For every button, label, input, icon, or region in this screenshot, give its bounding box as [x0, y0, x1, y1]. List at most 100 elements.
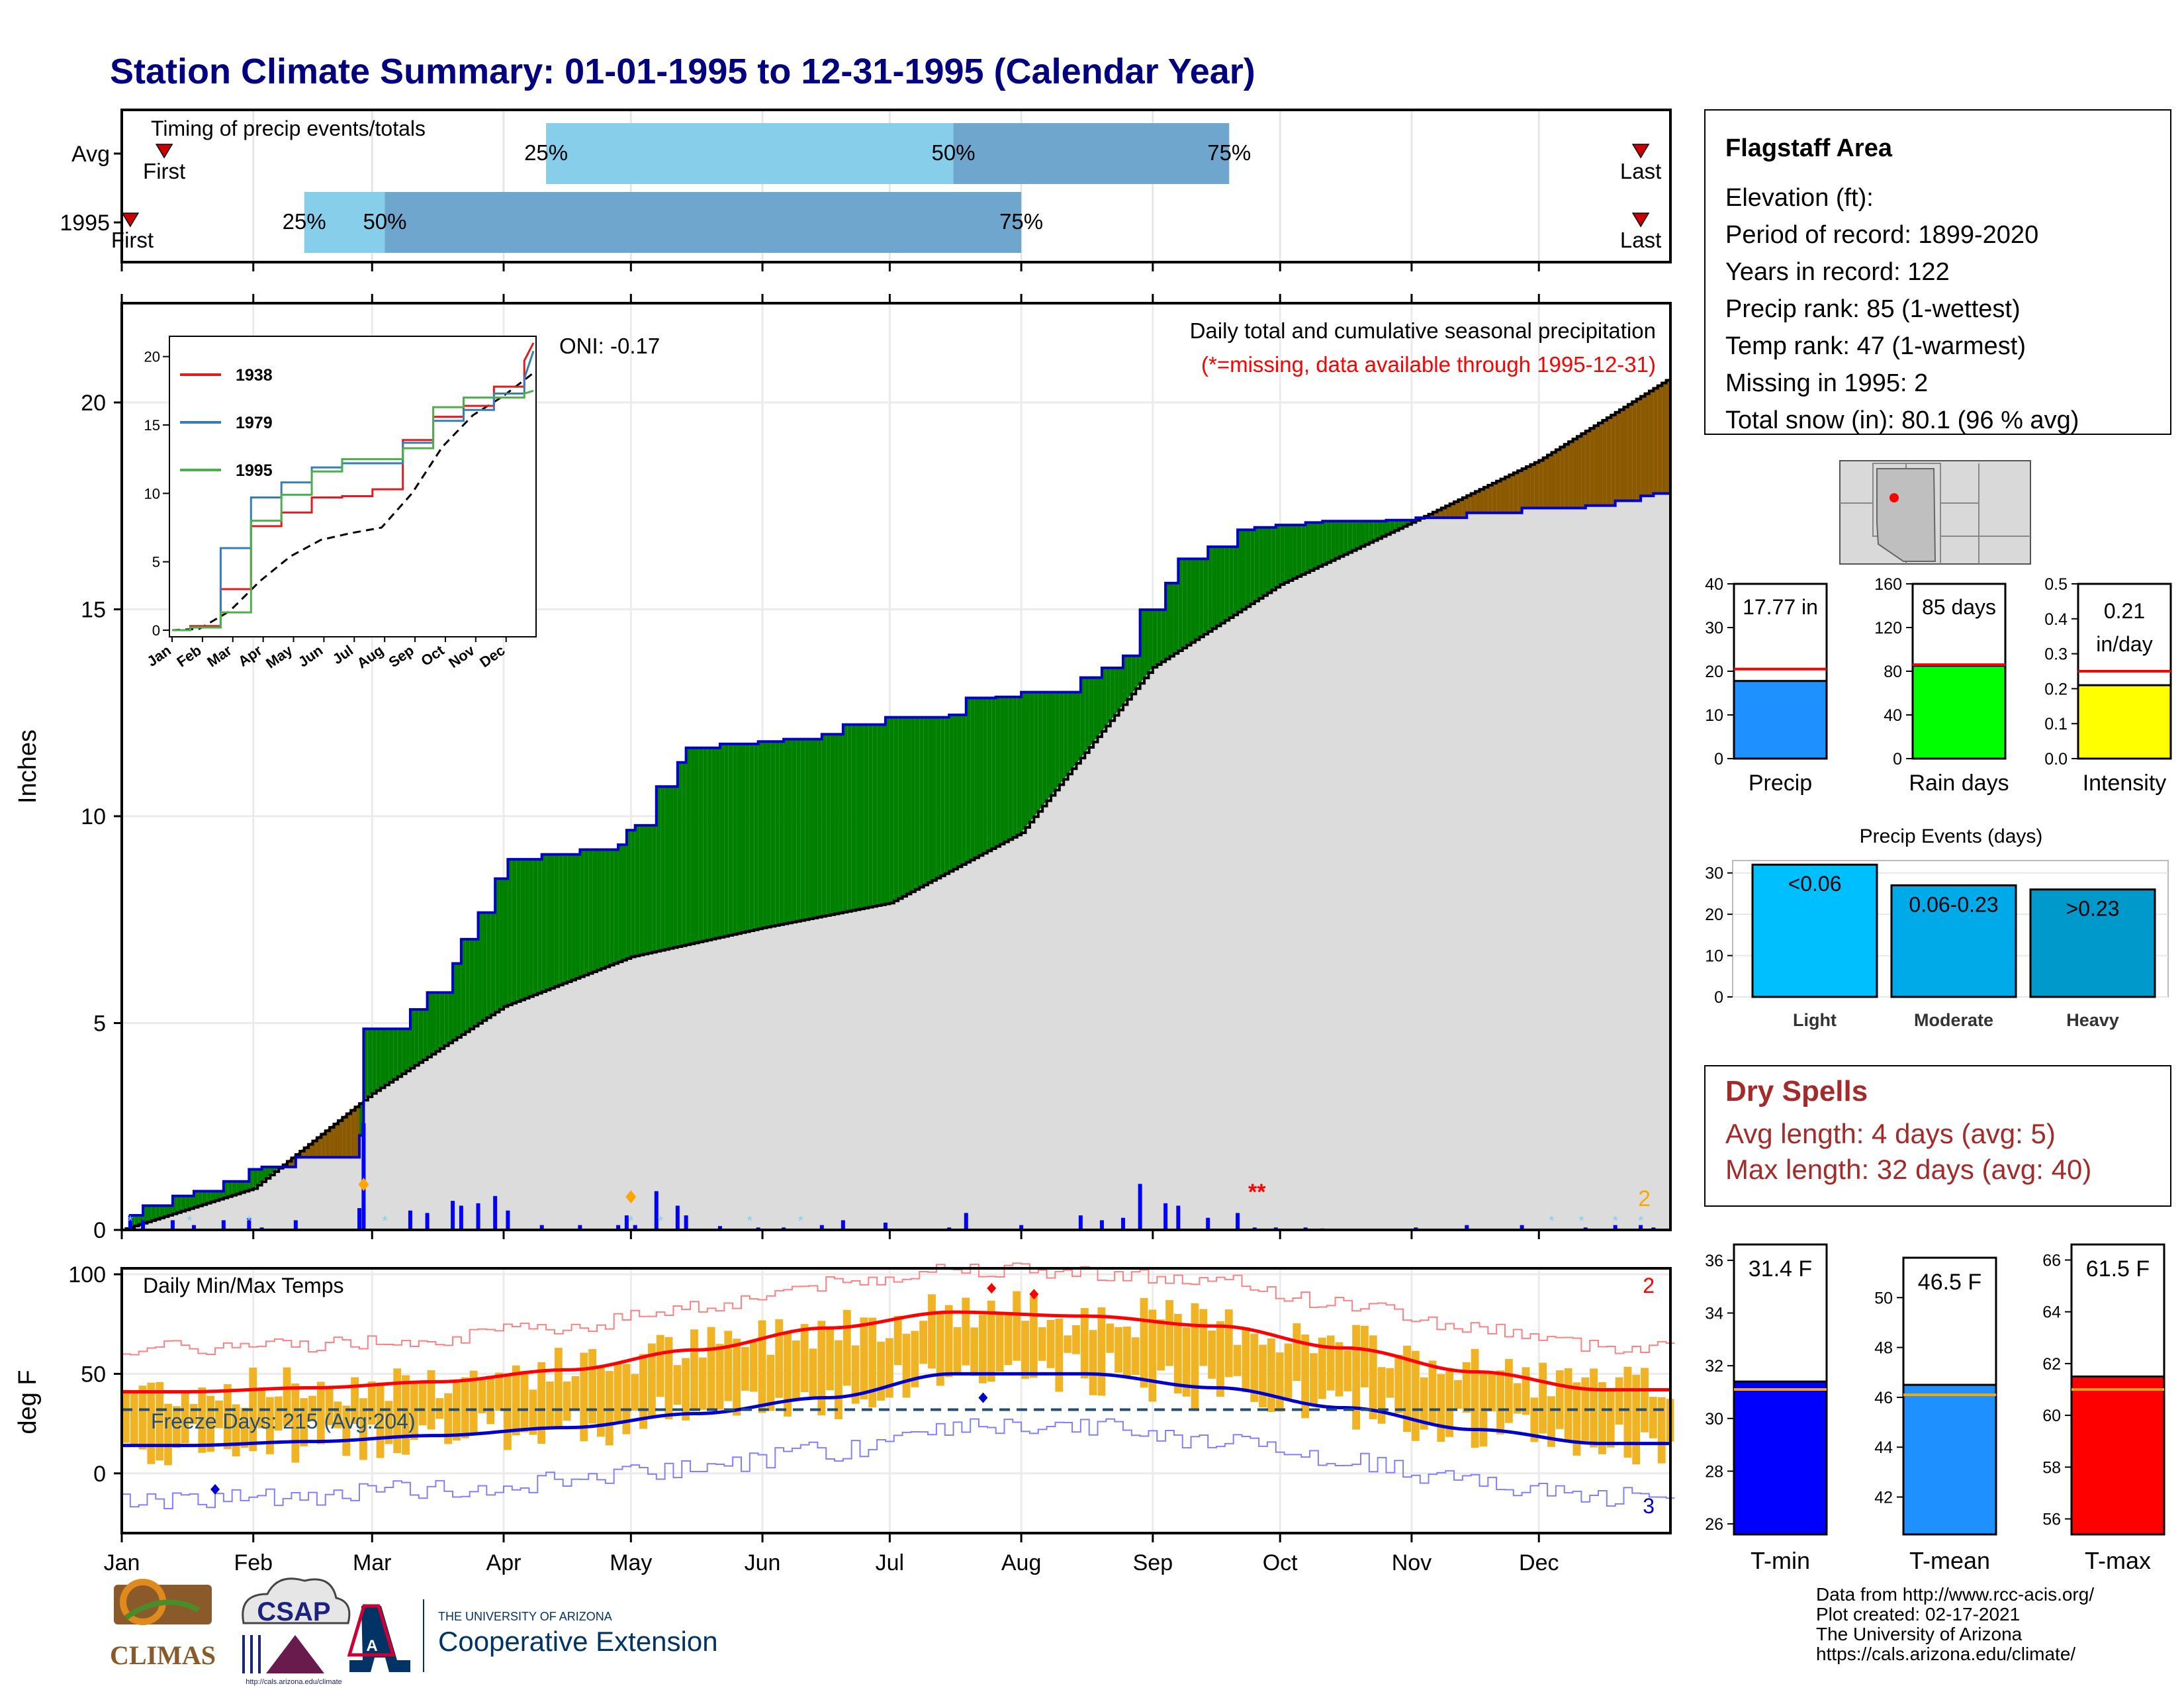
snow-marker: * [1638, 1213, 1644, 1229]
precip-above-normal-segment [719, 743, 725, 937]
daily-temp-range-bar [1454, 1380, 1462, 1409]
precip-events-chart: Precip Events (days) 0 10 20 30 <0.06 Light 0.… [1705, 825, 2169, 1030]
precip-above-normal-segment [835, 734, 839, 914]
daily-temp-range-bar [893, 1315, 902, 1366]
station-info-line: Missing in 1995: 2 [1725, 369, 1928, 397]
precip-above-normal-segment [1199, 559, 1204, 637]
precip-below-normal-segment [1632, 399, 1637, 501]
precip-above-normal-segment [622, 845, 627, 961]
inset-ytick-label: 0 [152, 622, 160, 639]
daily-precip-bar [1613, 1225, 1617, 1230]
precip-below-normal-segment [1513, 471, 1518, 513]
precip-above-normal-segment [979, 698, 983, 856]
daily-temp-range-bar [367, 1381, 376, 1425]
precip-above-normal-segment [1131, 655, 1136, 694]
daily-temp-range-bar [334, 1401, 342, 1429]
record-low-line [122, 1418, 1675, 1509]
inset-xtick-label: Sep [386, 642, 417, 671]
daily-temp-range-bar [639, 1354, 647, 1429]
precip-above-normal-segment [550, 854, 555, 988]
events-bar [1751, 863, 1878, 998]
precip-below-normal-segment [1615, 409, 1620, 501]
snow-marker: * [747, 1213, 753, 1229]
summary-bar [1733, 680, 1828, 760]
daily-temp-range-bar [283, 1367, 291, 1427]
daily-precip-bar [539, 1225, 544, 1230]
precip-above-normal-segment [1034, 692, 1038, 817]
precip-above-normal-segment [809, 739, 813, 919]
precip-above-normal-segment [397, 1029, 402, 1077]
timing-row-label: 1995 [60, 211, 110, 236]
precip-below-normal-segment [1555, 447, 1561, 508]
precip-above-normal-segment [957, 714, 962, 867]
timing-quantile-label: 50% [363, 209, 406, 234]
precip-above-normal-segment [1242, 530, 1246, 610]
precip-above-normal-segment [435, 992, 440, 1052]
daily-temp-range-bar [249, 1368, 257, 1452]
daily-temp-range-bar [1140, 1297, 1148, 1388]
daily-temp-range-bar [631, 1374, 639, 1411]
daily-temp-range-bar [444, 1393, 453, 1444]
daily-temp-range-bar [809, 1348, 817, 1399]
daily-temp-range-bar [1572, 1382, 1581, 1456]
precip-above-normal-segment [601, 849, 606, 968]
month-label: Jan [104, 1550, 140, 1575]
precip-above-normal-segment [724, 743, 729, 937]
daily-precip-bar [506, 1210, 510, 1230]
daily-temp-range-bar [622, 1364, 631, 1434]
daily-precip-bar [675, 1205, 680, 1230]
station-name: Flagstaff Area [1725, 134, 1893, 162]
daily-temp-range-bar [1173, 1313, 1182, 1394]
daily-temp-range-bar [842, 1309, 851, 1386]
daily-temp-range-bar [902, 1333, 911, 1398]
daily-temp-range-bar [563, 1382, 571, 1421]
precip-above-normal-segment [444, 992, 449, 1046]
summary-bar-ytick-label: 80 [1884, 663, 1902, 681]
daily-temp-range-bar [1420, 1377, 1428, 1430]
precip-above-normal-segment [1310, 522, 1314, 571]
summary-bar-value: 17.77 in [1743, 595, 1818, 619]
precip-below-normal-segment [1564, 442, 1569, 508]
timing-last-marker [1631, 144, 1650, 159]
daily-temp-range-bar [1182, 1327, 1191, 1397]
precip-above-normal-segment [1382, 521, 1387, 537]
inset-legend-label: 1979 [236, 414, 273, 432]
precip-ytick-label: 20 [81, 391, 106, 416]
daily-precip-bar [141, 1220, 146, 1230]
precip-above-normal-segment [1127, 655, 1132, 700]
precip-above-normal-segment [584, 849, 589, 975]
precip-above-normal-segment [206, 1191, 211, 1203]
snow-marker: * [246, 1213, 252, 1229]
snow-marker: * [1549, 1213, 1555, 1229]
daily-precip-bar [1099, 1220, 1104, 1230]
daily-temp-range-bar [1361, 1325, 1369, 1387]
precip-above-normal-segment [1377, 521, 1383, 539]
precip-ytick-label: 5 [93, 1011, 106, 1037]
daily-temp-range-bar [1021, 1321, 1029, 1379]
precip-above-normal-segment [673, 786, 678, 948]
precip-below-normal-segment [1598, 420, 1603, 506]
precip-above-normal-segment [474, 939, 478, 1027]
summary-bar-ytick-label: 0.2 [2044, 680, 2068, 698]
daily-temp-range-bar [851, 1345, 860, 1404]
daily-temp-range-bar [240, 1407, 249, 1448]
temp-summary-ytick-label: 46 [1874, 1389, 1893, 1407]
daily-temp-range-bar [1615, 1377, 1623, 1425]
precip-extreme-marker [625, 1190, 637, 1203]
precip-above-normal-segment [618, 845, 623, 962]
precip-above-normal-segment [240, 1181, 245, 1193]
precip-below-normal-segment [1662, 380, 1666, 494]
timing-quantile-label: 75% [999, 209, 1043, 234]
daily-temp-range-bar [835, 1340, 842, 1419]
timing-panel: Timing of precip events/totals Avg 25% 50%… [60, 109, 1672, 271]
summary-bar-ytick-label: 30 [1705, 619, 1723, 637]
precip-above-normal-segment [821, 734, 827, 917]
daily-temp-range-bar [172, 1406, 181, 1448]
precip-above-normal-segment [911, 717, 915, 892]
precip-above-normal-segment [1118, 667, 1123, 710]
precip-below-normal-segment [1636, 396, 1641, 501]
daily-temp-range-bar [1606, 1387, 1615, 1448]
daily-temp-range-bar [156, 1382, 164, 1461]
summary-bar-label: Precip [1749, 771, 1812, 796]
